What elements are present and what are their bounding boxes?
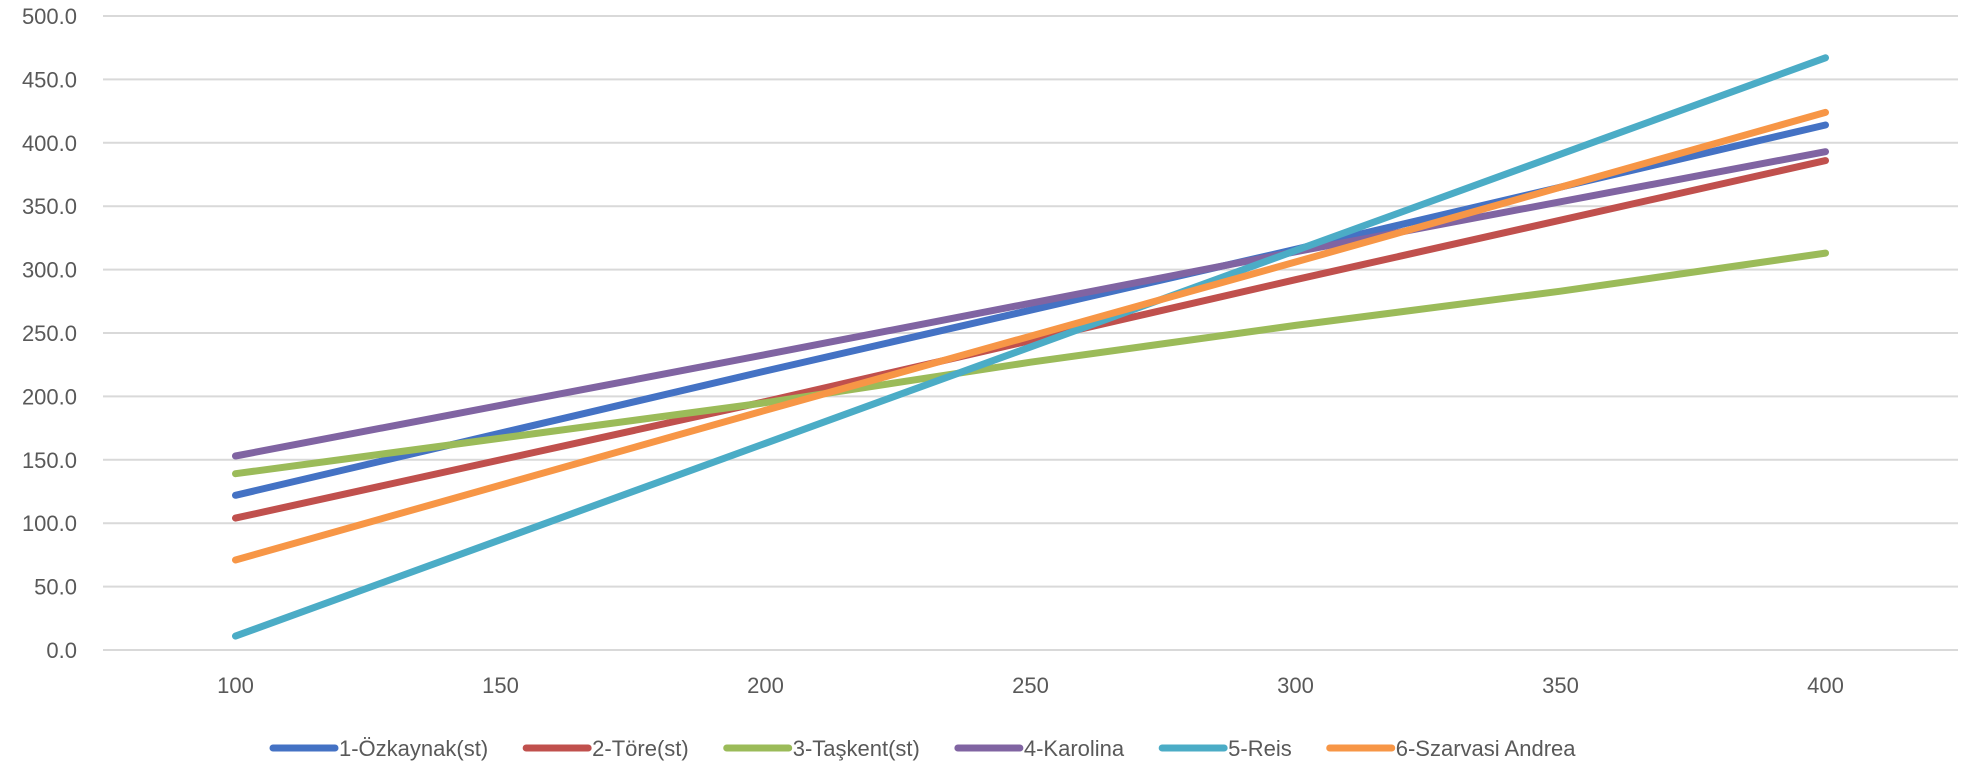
y-tick-label: 350.0 [22, 194, 77, 219]
legend-item: 5-Reis [1158, 736, 1292, 761]
legend-item: 1-Özkaynak(st) [269, 736, 488, 761]
series-line-2 [232, 157, 1829, 522]
legend: 1-Özkaynak(st) 2-Töre(st) 3-Taşkent(st) 4-K… [269, 736, 1577, 761]
legend-item: 2-Töre(st) [522, 736, 689, 761]
y-tick-label: 300.0 [22, 258, 77, 283]
legend-label: 5-Reis [1228, 736, 1292, 761]
series-line-6 [232, 108, 1829, 564]
legend-label: 1-Özkaynak(st) [339, 736, 488, 761]
y-tick-label: 250.0 [22, 321, 77, 346]
x-tick-label: 300 [1277, 673, 1314, 698]
x-tick-label: 400 [1807, 673, 1844, 698]
x-tick-label: 100 [217, 673, 254, 698]
x-axis-tick-labels: 100 150 200 250 300 350 400 [217, 673, 1844, 698]
x-tick-label: 200 [747, 673, 784, 698]
y-tick-label: 50.0 [34, 575, 77, 600]
y-tick-label: 500.0 [22, 4, 77, 29]
x-tick-label: 150 [482, 673, 519, 698]
series-line-3 [232, 249, 1829, 478]
series-line-5 [232, 54, 1829, 640]
legend-label: 4-Karolina [1024, 736, 1125, 761]
y-tick-label: 150.0 [22, 448, 77, 473]
x-tick-label: 250 [1012, 673, 1049, 698]
legend-label: 2-Töre(st) [592, 736, 689, 761]
y-tick-label: 450.0 [22, 67, 77, 92]
y-tick-label: 400.0 [22, 131, 77, 156]
legend-label: 6-Szarvasi Andrea [1396, 736, 1577, 761]
series-line-4 [232, 148, 1829, 460]
y-tick-label: 200.0 [22, 384, 77, 409]
legend-item: 4-Karolina [954, 736, 1125, 761]
y-axis-tick-labels: 0.0 50.0 100.0 150.0 200.0 250.0 300.0 350.0 400… [22, 4, 77, 663]
legend-item: 3-Taşkent(st) [723, 736, 920, 761]
legend-label: 3-Taşkent(st) [793, 736, 920, 761]
y-tick-label: 100.0 [22, 511, 77, 536]
x-tick-label: 350 [1542, 673, 1579, 698]
y-tick-label: 0.0 [46, 638, 77, 663]
series-lines [232, 54, 1829, 640]
legend-item: 6-Szarvasi Andrea [1326, 736, 1577, 761]
